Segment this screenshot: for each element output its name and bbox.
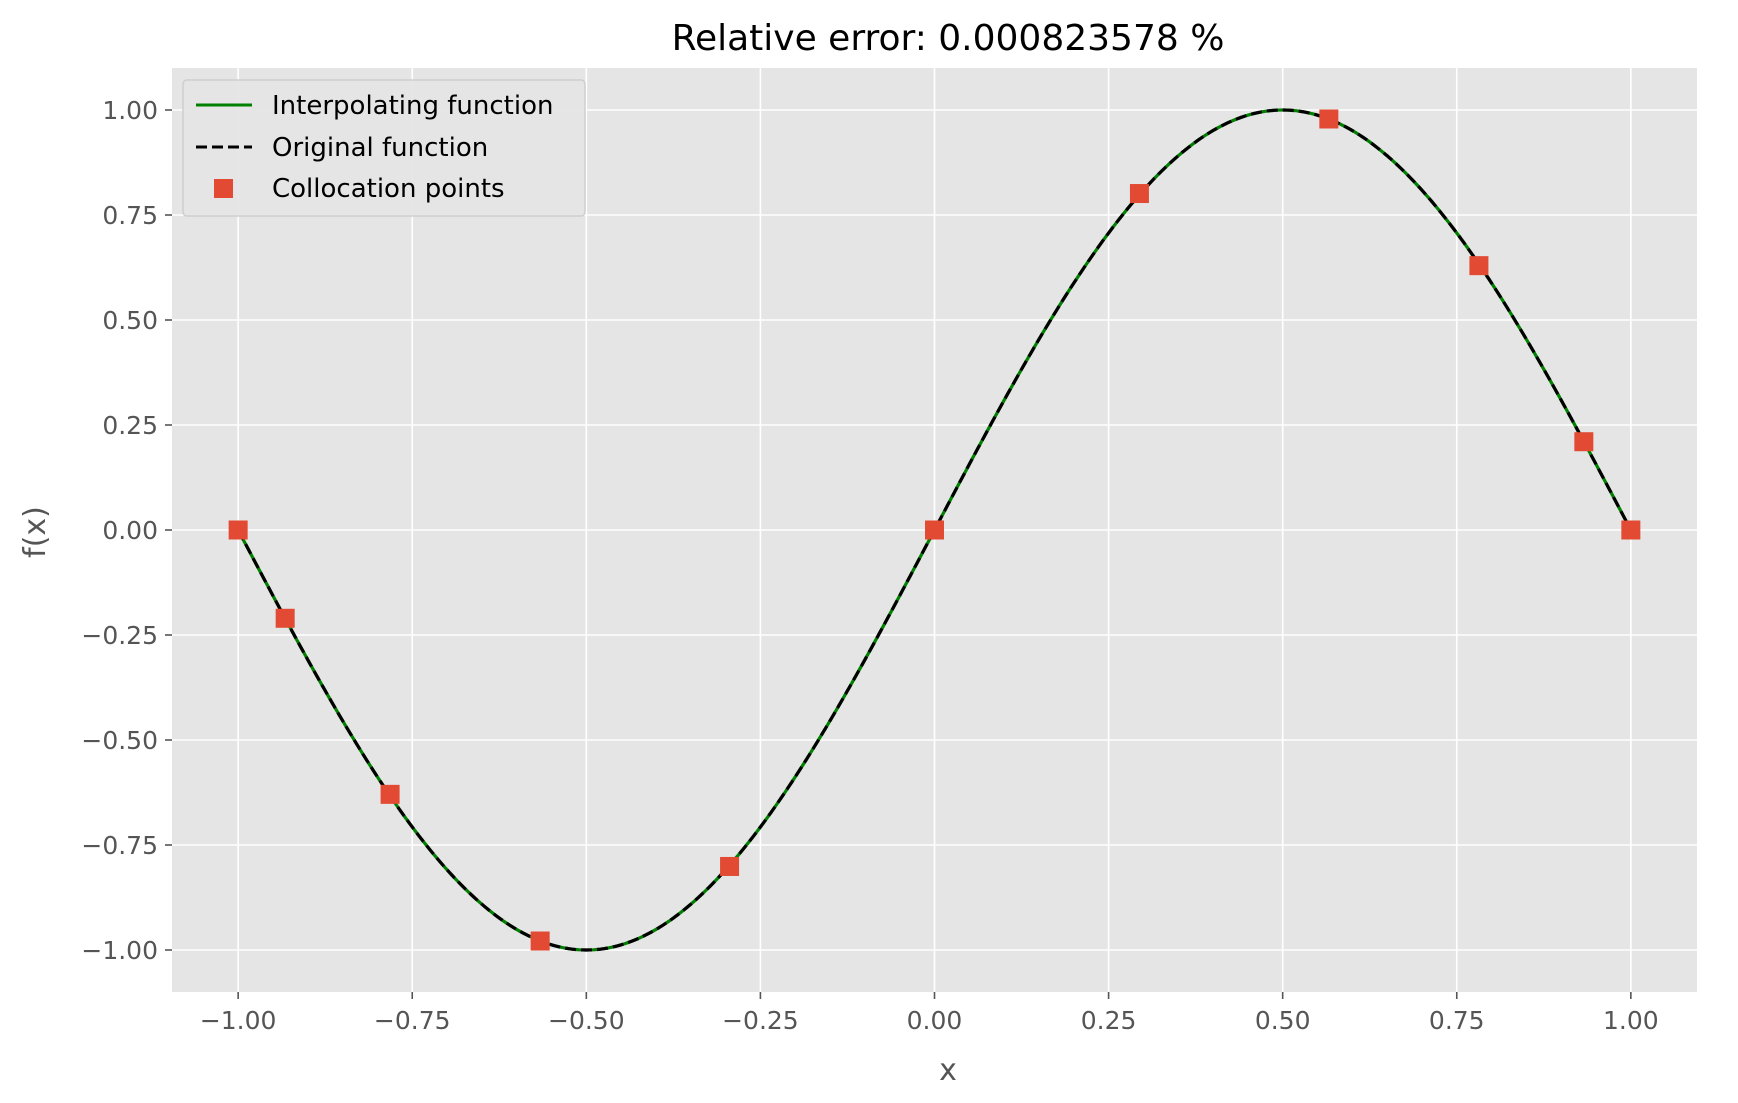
y-tick-label: 0.00 [102,516,158,545]
grid-lines [172,68,1697,992]
x-tick-label: 0.25 [1081,1006,1137,1035]
chart-title: Relative error: 0.000823578 % [672,18,1225,59]
collocation-markers [228,109,1641,951]
legend-label-interpolating: Interpolating function [272,91,553,121]
collocation-point [530,931,550,951]
x-tick-label: −0.75 [374,1006,451,1035]
legend-label-original: Original function [272,133,488,163]
y-tick-label: 0.75 [102,201,158,230]
x-tick-label: 0.00 [907,1006,963,1035]
collocation-point [228,520,248,540]
legend-box [182,79,586,217]
y-tick-label: −0.50 [81,726,158,755]
x-tick-label: −0.25 [722,1006,799,1035]
x-tick-label: 0.50 [1255,1006,1311,1035]
collocation-point [1129,184,1149,204]
x-axis-label: x [939,1053,957,1088]
collocation-point [380,784,400,804]
collocation-point [1469,256,1489,276]
legend: Interpolating function Original function… [182,79,586,217]
y-tick-label: −0.25 [81,621,158,650]
axis-ticks: −1.00 −0.75 −0.50 −0.25 0.00 0.25 0.50 0.75 1.00… [81,96,1658,1035]
y-tick-label: −1.00 [81,936,158,965]
y-axis-label: f(x) [18,506,53,558]
y-tick-label: 0.25 [102,411,158,440]
collocation-point [275,608,295,628]
x-tick-label: −0.50 [548,1006,625,1035]
x-tick-label: −1.00 [200,1006,277,1035]
collocation-point [1574,432,1594,452]
collocation-point [720,856,740,876]
y-tick-label: 0.50 [102,306,158,335]
collocation-point [925,520,944,540]
collocation-point [1621,520,1641,540]
legend-swatch-collocation [214,179,233,198]
y-tick-label: 1.00 [102,96,158,125]
x-tick-label: 1.00 [1603,1006,1659,1035]
x-tick-label: 0.75 [1429,1006,1485,1035]
collocation-point [1319,109,1339,129]
legend-label-collocation: Collocation points [272,174,505,204]
y-tick-label: −0.75 [81,831,158,860]
